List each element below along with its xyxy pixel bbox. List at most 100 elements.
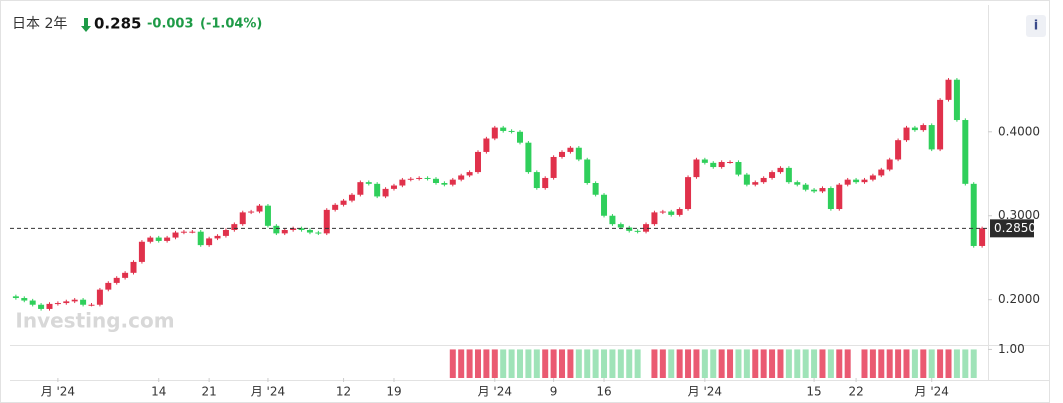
y-tick-label: 0.3000 xyxy=(998,208,1040,222)
candle-body xyxy=(911,127,918,131)
candle-body xyxy=(399,179,406,186)
candle-body xyxy=(550,156,557,178)
price: 0.285 xyxy=(94,15,141,33)
candle-body xyxy=(256,205,263,212)
candle-body xyxy=(382,188,389,197)
candle-body xyxy=(357,182,364,195)
x-tick-label: 月 '24 xyxy=(915,385,949,399)
candle-body xyxy=(584,159,591,183)
volume-bar xyxy=(449,349,456,378)
candle-body xyxy=(928,125,935,150)
x-tick-label: 月 '24 xyxy=(688,385,722,399)
candle-body xyxy=(105,282,112,290)
volume-bar xyxy=(953,349,960,378)
candle-body xyxy=(432,178,439,183)
candle-body xyxy=(861,179,868,183)
candle-body xyxy=(500,127,507,131)
volume-bar xyxy=(928,349,935,378)
candle-body xyxy=(46,303,53,309)
candle-body xyxy=(517,131,524,143)
candle-body xyxy=(315,232,322,234)
candle-body xyxy=(945,79,952,100)
watermark: Investing.com xyxy=(15,309,174,333)
info-button[interactable] xyxy=(1026,15,1046,37)
volume-bar xyxy=(760,349,767,378)
volume-bar xyxy=(802,349,809,378)
candle-body xyxy=(424,177,431,179)
candle-body xyxy=(559,151,566,157)
volume-bar xyxy=(483,349,490,378)
candle-body xyxy=(567,147,574,152)
candle-body xyxy=(264,205,271,226)
last-price-label: 0.2850 xyxy=(994,221,1036,235)
candle-body xyxy=(21,298,28,301)
volume-bar xyxy=(794,349,801,378)
volume-bar xyxy=(676,349,683,378)
candle-body xyxy=(231,224,238,231)
volume-bar xyxy=(559,349,566,378)
volume-bar xyxy=(735,349,742,378)
candle-body xyxy=(752,182,759,185)
volume-bar xyxy=(836,349,843,378)
candle-body xyxy=(886,159,893,170)
volume-bar xyxy=(500,349,507,378)
x-tick-label: 21 xyxy=(201,385,216,399)
candle-body xyxy=(71,299,78,302)
volume-bar xyxy=(550,349,557,378)
candle-body xyxy=(617,224,624,228)
candle-body xyxy=(29,300,36,305)
candle-body xyxy=(953,79,960,121)
candle-body xyxy=(869,175,876,180)
candle-body xyxy=(113,277,120,283)
candle-body xyxy=(483,138,490,152)
volume-bar xyxy=(508,349,515,378)
volume-bar xyxy=(542,349,549,378)
candle-body xyxy=(290,228,297,231)
volume-bar xyxy=(869,349,876,378)
volume-bar xyxy=(668,349,675,378)
volume-bar xyxy=(567,349,574,378)
x-tick-label: 15 xyxy=(806,385,821,399)
candle-body xyxy=(491,127,498,139)
volume-bar xyxy=(458,349,465,378)
candle-body xyxy=(63,301,70,304)
info-icon[interactable]: i xyxy=(1034,19,1038,34)
candle-body xyxy=(760,177,767,183)
candle-body xyxy=(458,175,465,180)
candle-body xyxy=(441,182,448,185)
candle-body xyxy=(601,194,608,216)
candle-body xyxy=(794,182,801,185)
candle-body xyxy=(903,127,910,141)
candle-body xyxy=(609,215,616,225)
volume-bar xyxy=(911,349,918,378)
volume-bar xyxy=(710,349,717,378)
volume-bar xyxy=(575,349,582,378)
candle-body xyxy=(844,179,851,185)
candle-body xyxy=(248,211,255,213)
candle-body xyxy=(853,179,860,183)
candle-body xyxy=(827,188,834,210)
candle-body xyxy=(626,227,633,231)
candle-body xyxy=(979,228,986,246)
volume-bar xyxy=(533,349,540,378)
candle-body xyxy=(332,204,339,210)
y-tick-label: 0.4000 xyxy=(998,124,1040,138)
candle-body xyxy=(701,159,708,163)
volume-bar xyxy=(701,349,708,378)
last-price-tag xyxy=(990,219,1034,238)
candle-body xyxy=(727,162,734,164)
volume-bar xyxy=(752,349,759,378)
candle-body xyxy=(214,235,221,239)
volume-bar xyxy=(584,349,591,378)
candle-body xyxy=(878,169,885,176)
candle-body xyxy=(407,178,414,180)
candle-body xyxy=(147,237,154,242)
volume-bar xyxy=(609,349,616,378)
candle-body xyxy=(920,125,927,131)
candle-body xyxy=(785,167,792,183)
x-tick-label: 月 '24 xyxy=(251,385,285,399)
volume-bar xyxy=(827,349,834,378)
candle-body xyxy=(12,296,19,299)
